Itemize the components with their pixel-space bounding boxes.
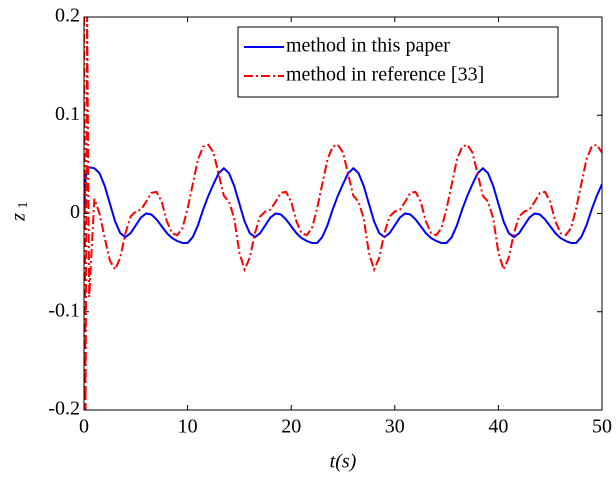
- legend-label: method in this paper: [286, 35, 450, 57]
- x-tick-label: 20: [281, 416, 301, 438]
- y-axis-label-group: z 1: [8, 202, 32, 222]
- y-axis-label-subscript: 1: [16, 202, 31, 209]
- x-tick-label: 0: [79, 416, 89, 438]
- y-tick-label: -0.2: [48, 398, 80, 420]
- y-tick-label: 0: [70, 201, 80, 223]
- x-tick-label: 40: [488, 416, 508, 438]
- y-axis-label: z: [8, 213, 30, 222]
- plot-area: [84, 17, 602, 410]
- series-line: [84, 166, 602, 244]
- x-tick-label: 50: [592, 416, 612, 438]
- y-tick-label: 0.2: [55, 5, 80, 27]
- legend-box: [237, 26, 559, 98]
- x-axis-label: t(s): [330, 451, 357, 473]
- x-tick-label: 10: [178, 416, 198, 438]
- y-tick-label: 0.1: [55, 103, 80, 125]
- plot-frame: [83, 16, 603, 411]
- y-tick-label: -0.1: [48, 299, 80, 321]
- x-tick-label: 30: [385, 416, 405, 438]
- legend-label: method in reference [33]: [286, 64, 484, 86]
